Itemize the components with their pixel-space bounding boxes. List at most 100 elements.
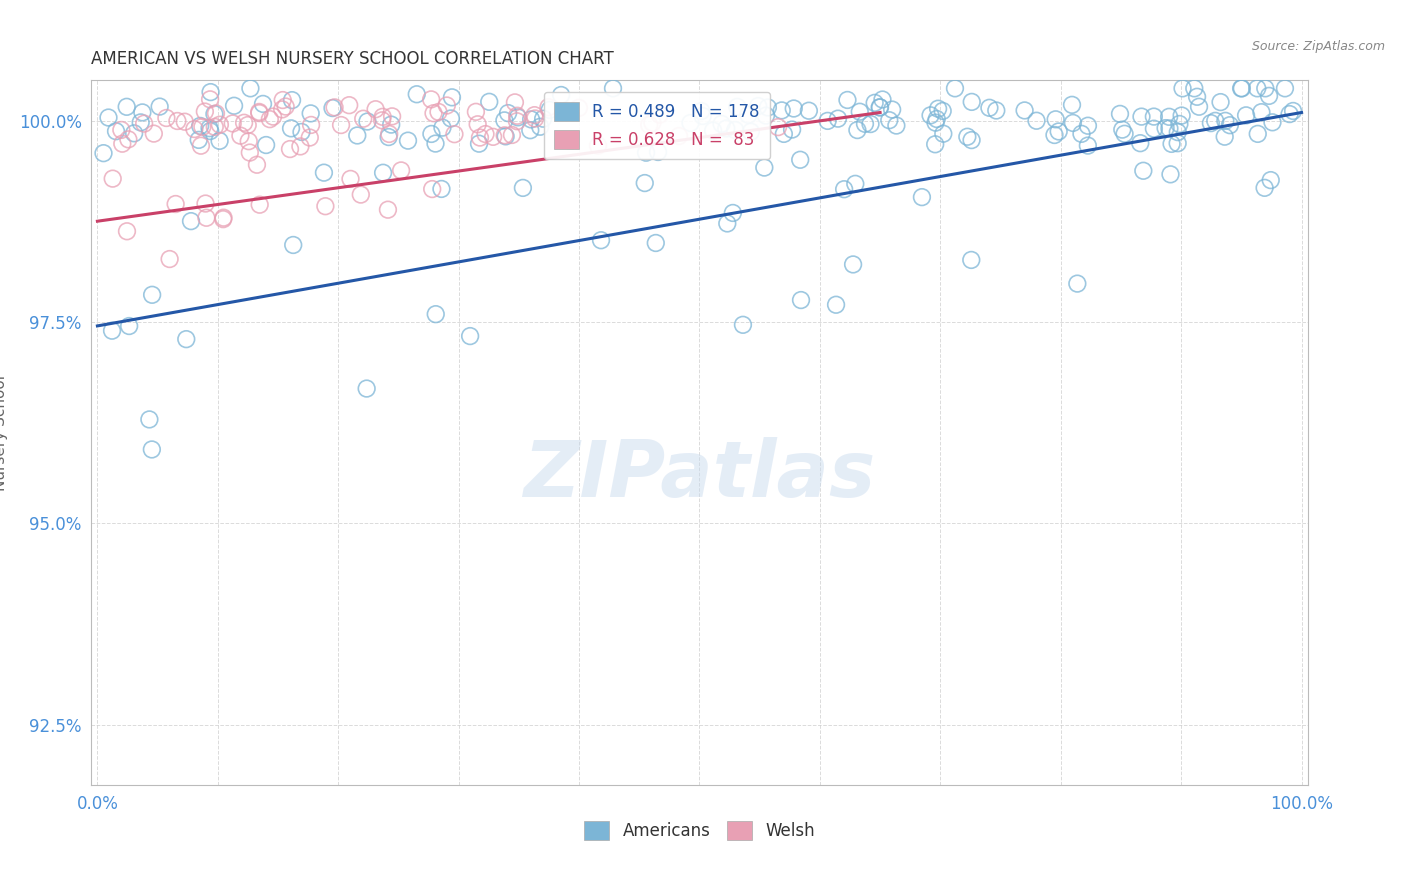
Point <box>141 442 163 457</box>
Point <box>208 134 231 148</box>
Point <box>187 133 209 147</box>
Point <box>204 120 226 134</box>
Point <box>789 153 811 167</box>
Point <box>381 109 404 123</box>
Point <box>1077 138 1099 153</box>
Point <box>679 116 702 130</box>
Point <box>1111 122 1133 136</box>
Point <box>859 117 882 131</box>
Point <box>138 412 160 426</box>
Point <box>378 127 401 141</box>
Point <box>725 100 748 114</box>
Point <box>817 114 839 128</box>
Point <box>589 233 612 247</box>
Point <box>159 252 181 266</box>
Point <box>405 87 427 102</box>
Point <box>932 127 955 141</box>
Point <box>425 136 447 151</box>
Point <box>321 101 343 115</box>
Point <box>721 206 744 220</box>
Point <box>1253 181 1275 195</box>
Point <box>931 103 953 118</box>
Point <box>716 217 738 231</box>
Point <box>960 133 983 147</box>
Point <box>1060 98 1083 112</box>
Point <box>330 118 353 132</box>
Point <box>208 118 231 132</box>
Point <box>249 197 271 211</box>
Point <box>212 212 235 227</box>
Point <box>239 145 262 160</box>
Point <box>1160 136 1182 151</box>
Point <box>754 161 776 175</box>
Point <box>222 116 245 130</box>
Point <box>134 117 156 131</box>
Point <box>1070 127 1092 141</box>
Point <box>1047 124 1070 138</box>
Point <box>467 117 489 131</box>
Point <box>882 103 904 117</box>
Point <box>1254 81 1277 95</box>
Point <box>205 106 228 120</box>
Point <box>474 127 496 141</box>
Point <box>229 128 252 143</box>
Point <box>1274 81 1296 95</box>
Point <box>1114 127 1136 141</box>
Point <box>506 109 529 123</box>
Point <box>420 182 443 196</box>
Point <box>960 95 983 109</box>
Point <box>634 176 657 190</box>
Point <box>846 123 869 137</box>
Point <box>702 123 724 137</box>
Point <box>1167 125 1189 139</box>
Point <box>920 108 942 122</box>
Point <box>312 166 335 180</box>
Point <box>115 100 138 114</box>
Point <box>960 252 983 267</box>
Point <box>377 202 399 217</box>
Point <box>523 108 546 122</box>
Point <box>848 104 870 119</box>
Point <box>636 145 658 160</box>
Point <box>986 103 1008 118</box>
Point <box>644 235 666 250</box>
Point <box>1043 128 1066 142</box>
Point <box>252 96 274 111</box>
Point <box>246 158 269 172</box>
Point <box>1159 121 1181 136</box>
Point <box>1209 95 1232 109</box>
Point <box>198 121 221 136</box>
Point <box>783 102 806 116</box>
Point <box>200 85 222 99</box>
Point <box>271 93 294 107</box>
Point <box>458 329 481 343</box>
Point <box>1213 129 1236 144</box>
Point <box>869 100 891 114</box>
Point <box>222 99 245 113</box>
Point <box>440 90 463 104</box>
Point <box>97 111 120 125</box>
Point <box>740 125 762 139</box>
Point <box>692 109 714 123</box>
Point <box>503 95 526 110</box>
Point <box>350 187 373 202</box>
Point <box>299 106 322 120</box>
Point <box>668 128 690 143</box>
Point <box>1230 81 1253 95</box>
Point <box>755 109 778 123</box>
Point <box>538 103 561 117</box>
Point <box>290 125 312 139</box>
Point <box>956 129 979 144</box>
Point <box>239 81 262 95</box>
Point <box>314 199 336 213</box>
Point <box>194 104 217 119</box>
Point <box>519 123 541 137</box>
Point <box>1170 109 1192 123</box>
Point <box>1167 136 1189 151</box>
Point <box>568 101 591 115</box>
Point <box>194 196 217 211</box>
Point <box>389 163 412 178</box>
Point <box>641 116 664 130</box>
Point <box>737 108 759 122</box>
Point <box>1109 107 1132 121</box>
